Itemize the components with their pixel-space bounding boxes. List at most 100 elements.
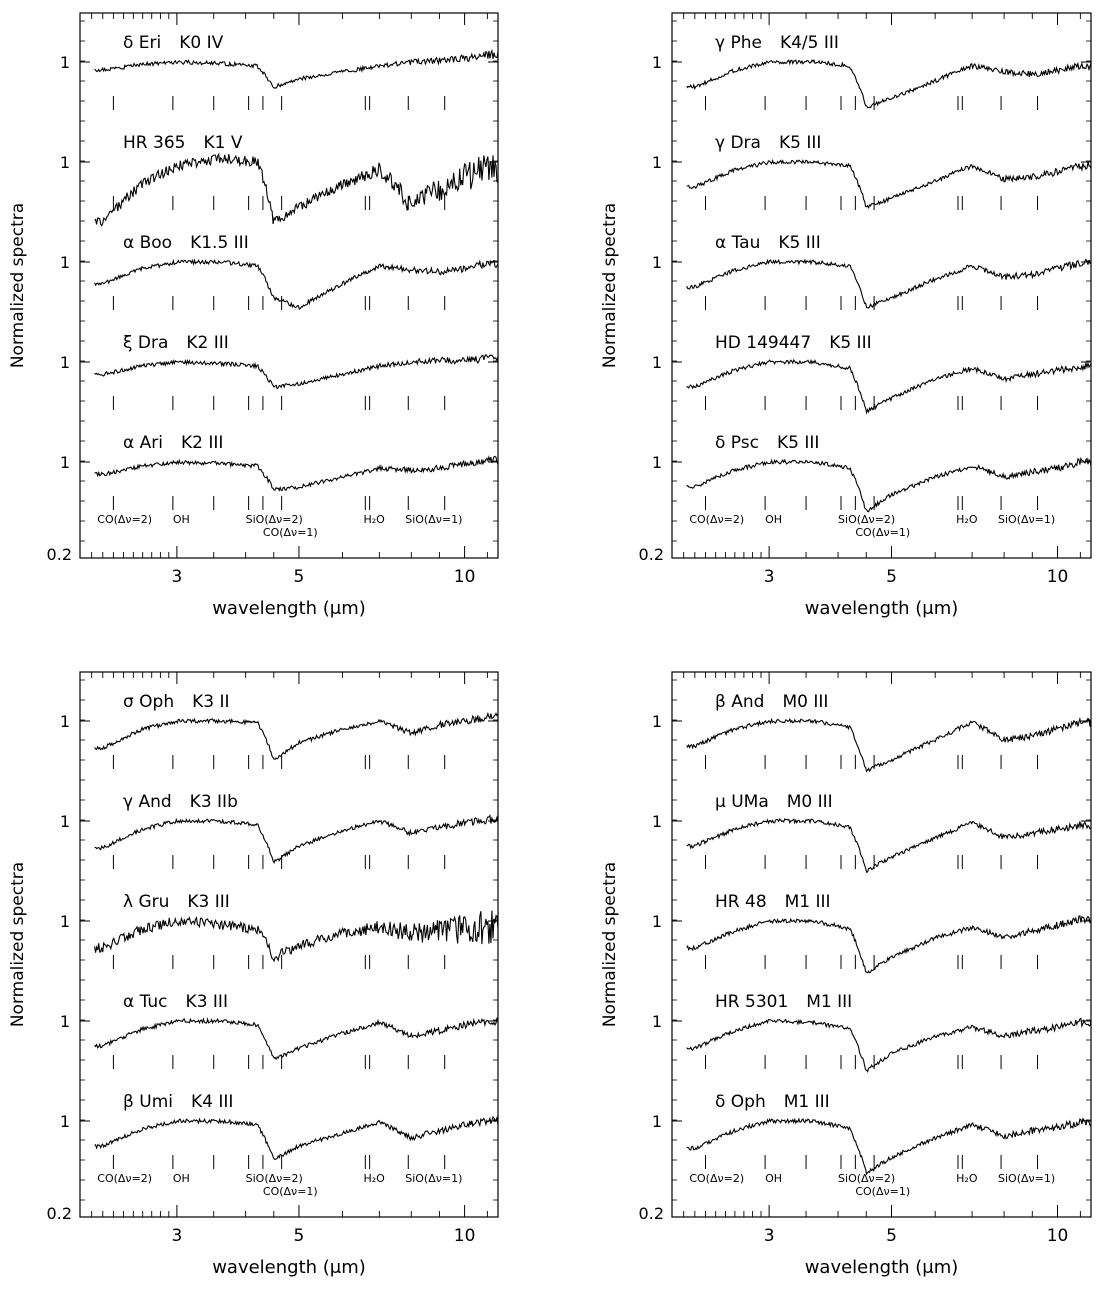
band-label-co1: CO(Δν=1) bbox=[263, 1185, 318, 1198]
star-spectral-type: M0 III bbox=[782, 692, 828, 712]
spectrum-line bbox=[94, 258, 499, 310]
spectrum-line bbox=[94, 1016, 499, 1061]
star-label: α Tau K5 III bbox=[715, 233, 821, 253]
plot-frame bbox=[671, 671, 1092, 1218]
star-spectral-type: K5 III bbox=[777, 433, 819, 453]
band-label-sio2: SiO(Δν=2) bbox=[246, 1172, 303, 1185]
star-label: γ And K3 IIb bbox=[123, 792, 238, 812]
spectrum-line bbox=[94, 455, 499, 492]
star-name: α Tau bbox=[715, 233, 760, 253]
star-name: HR 5301 bbox=[715, 992, 788, 1012]
chart-panel-4: 3 5 10 1 1 1 1 1 0.2 Normalized spectra wavelength… bbox=[600, 671, 1092, 1278]
spectrum-line bbox=[94, 910, 499, 963]
star-label: γ Phe K4/5 III bbox=[715, 33, 839, 53]
y-bottom-label: 0.2 bbox=[639, 1204, 664, 1223]
y-tick-label: 1 bbox=[652, 712, 662, 731]
y-tick-label: 1 bbox=[652, 1012, 662, 1031]
star-label: β And M0 III bbox=[715, 692, 828, 712]
star-label: HD 149447 K5 III bbox=[715, 333, 872, 353]
spectrum-line bbox=[94, 152, 499, 227]
y-bottom-label: 0.2 bbox=[639, 545, 664, 564]
star-name: γ Dra bbox=[715, 133, 761, 153]
star-label: λ Gru K3 III bbox=[123, 892, 230, 912]
band-label-co1: CO(Δν=1) bbox=[855, 526, 910, 539]
spectrum-line bbox=[686, 1117, 1092, 1176]
y-tick-label: 1 bbox=[652, 353, 662, 372]
y-axis-label: Normalized spectra bbox=[8, 862, 28, 1027]
star-spectral-type: K3 III bbox=[186, 992, 228, 1012]
plot-frame bbox=[79, 671, 499, 1218]
star-name: δ Oph bbox=[715, 1092, 766, 1112]
star-label: HR 5301 M1 III bbox=[715, 992, 852, 1012]
star-name: HR 365 bbox=[123, 133, 185, 153]
x-tick-label: 3 bbox=[764, 1226, 775, 1246]
y-tick-label: 1 bbox=[652, 812, 662, 831]
band-label-co2: CO(Δν=2) bbox=[689, 513, 744, 526]
star-spectral-type: M0 III bbox=[787, 792, 833, 812]
y-bottom-label: 0.2 bbox=[47, 545, 72, 564]
spectrum-line bbox=[94, 1115, 499, 1160]
chart-panel-1: 3 5 10 1 1 1 1 1 0.2 Normalized spectra wavelength… bbox=[8, 12, 499, 619]
x-tick-label: 3 bbox=[764, 567, 775, 587]
y-tick-label: 1 bbox=[60, 1112, 70, 1131]
band-label-h2o: H₂O bbox=[363, 1172, 385, 1185]
spectrum-line bbox=[686, 1017, 1092, 1073]
x-axis-label: wavelength (μm) bbox=[805, 598, 959, 619]
star-label: α Boo K1.5 III bbox=[123, 233, 249, 253]
y-tick-label: 1 bbox=[652, 1112, 662, 1131]
star-label: μ UMa M0 III bbox=[715, 792, 833, 812]
star-name: γ Phe bbox=[715, 33, 762, 53]
spectrum-line bbox=[94, 353, 499, 390]
star-name: β Umi bbox=[123, 1092, 173, 1112]
star-name: β And bbox=[715, 692, 764, 712]
y-tick-label: 1 bbox=[652, 53, 662, 72]
y-tick-label: 1 bbox=[652, 253, 662, 272]
band-label-sio2: SiO(Δν=2) bbox=[246, 513, 303, 526]
star-label: ξ Dra K2 III bbox=[123, 333, 229, 353]
star-spectral-type: K1 V bbox=[203, 133, 242, 153]
band-label-oh: OH bbox=[765, 513, 782, 526]
y-tick-label: 1 bbox=[60, 453, 70, 472]
spectrum-line bbox=[686, 456, 1092, 513]
plot-frame bbox=[671, 12, 1092, 559]
band-label-sio1: SiO(Δν=1) bbox=[998, 1172, 1055, 1185]
spectrum-line bbox=[686, 915, 1092, 974]
star-spectral-type: K1.5 III bbox=[190, 233, 249, 253]
star-spectral-type: K5 III bbox=[778, 233, 820, 253]
band-label-h2o: H₂O bbox=[956, 1172, 978, 1185]
star-label: HR 48 M1 III bbox=[715, 892, 831, 912]
band-label-h2o: H₂O bbox=[363, 513, 385, 526]
star-name: HR 48 bbox=[715, 892, 767, 912]
star-name: ξ Dra bbox=[123, 333, 168, 353]
star-name: α Boo bbox=[123, 233, 172, 253]
y-bottom-label: 0.2 bbox=[47, 1204, 72, 1223]
y-tick-label: 1 bbox=[60, 353, 70, 372]
spectrum-line bbox=[94, 814, 499, 865]
x-tick-label: 10 bbox=[454, 567, 476, 587]
star-name: λ Gru bbox=[123, 892, 169, 912]
star-name: γ And bbox=[123, 792, 172, 812]
star-spectral-type: M1 III bbox=[784, 1092, 830, 1112]
y-tick-label: 1 bbox=[60, 53, 70, 72]
plot-frame bbox=[79, 12, 499, 559]
star-label: HR 365 K1 V bbox=[123, 133, 243, 153]
y-axis-label: Normalized spectra bbox=[600, 862, 620, 1027]
star-label: α Ari K2 III bbox=[123, 433, 223, 453]
band-label-sio2: SiO(Δν=2) bbox=[838, 513, 895, 526]
star-spectral-type: K2 III bbox=[181, 433, 223, 453]
band-label-co2: CO(Δν=2) bbox=[97, 513, 152, 526]
spectrum-line bbox=[686, 158, 1092, 210]
star-label: δ Eri K0 IV bbox=[123, 33, 224, 53]
x-tick-label: 10 bbox=[1047, 567, 1069, 587]
star-name: δ Eri bbox=[123, 33, 161, 53]
star-name: α Tuc bbox=[123, 992, 168, 1012]
x-tick-label: 5 bbox=[886, 1226, 897, 1246]
spectrum-line bbox=[686, 716, 1092, 773]
y-tick-label: 1 bbox=[60, 1012, 70, 1031]
band-label-co2: CO(Δν=2) bbox=[689, 1172, 744, 1185]
x-tick-label: 10 bbox=[454, 1226, 476, 1246]
star-name: σ Oph bbox=[123, 692, 174, 712]
star-spectral-type: K0 IV bbox=[179, 33, 223, 53]
star-spectral-type: M1 III bbox=[806, 992, 852, 1012]
